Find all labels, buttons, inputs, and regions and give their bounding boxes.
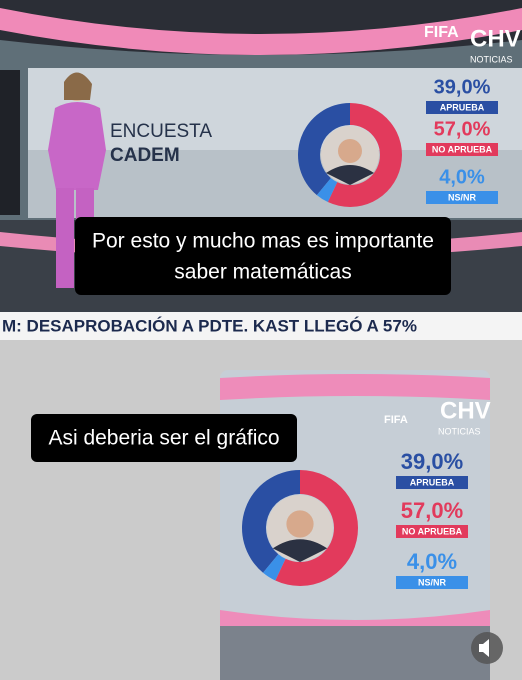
ticker-bar xyxy=(0,312,522,340)
value-label: 57,0% xyxy=(401,498,463,523)
donut-segment xyxy=(275,470,358,586)
portrait-suit xyxy=(326,165,374,185)
donut-segment xyxy=(241,470,300,573)
legend-box xyxy=(396,576,468,589)
legend-box xyxy=(426,143,498,156)
light-band xyxy=(220,374,490,400)
value-label: 57,0% xyxy=(434,118,491,140)
legend-label: APRUEBA xyxy=(410,477,455,487)
value-label: 4,0% xyxy=(407,549,457,574)
ticker: M: DESAPROBACIÓN A PDTE. KAST LLEGÓ A 57… xyxy=(2,316,417,335)
badge: FIFA xyxy=(424,24,459,41)
caption-box xyxy=(75,217,451,295)
caption: Por esto y mucho mas es importante xyxy=(92,230,434,253)
legend-label: NO APRUEBA xyxy=(432,144,493,154)
donut-segment xyxy=(298,103,350,196)
legend-label: NS/NR xyxy=(418,577,447,587)
channel-logo: CHV xyxy=(440,397,491,424)
floor xyxy=(220,626,490,680)
portrait-face xyxy=(286,510,314,538)
channel-sub: NOTICIAS xyxy=(470,54,513,64)
pollster-label: CADEM xyxy=(110,145,180,166)
legend-box xyxy=(426,191,498,204)
sound-icon xyxy=(479,639,489,657)
badge: FIFA xyxy=(384,414,408,426)
value-label: 4,0% xyxy=(439,166,485,188)
legend-label: APRUEBA xyxy=(440,102,485,112)
donut-segment xyxy=(263,554,286,581)
donut-segment xyxy=(327,103,402,207)
channel-sub: NOTICIAS xyxy=(438,426,481,436)
value-label: 39,0% xyxy=(401,449,463,474)
survey-label: ENCUESTA xyxy=(110,121,212,142)
caption: saber matemáticas xyxy=(174,261,351,284)
pillar xyxy=(0,70,20,215)
portrait-face xyxy=(338,139,362,163)
caption-box xyxy=(31,414,297,462)
legend-label: NO APRUEBA xyxy=(402,526,463,536)
light-band xyxy=(0,8,522,55)
legend-box xyxy=(396,525,468,538)
legend-box xyxy=(396,476,468,489)
legend-box xyxy=(426,101,498,114)
portrait-suit xyxy=(272,539,328,562)
channel-logo: CHV xyxy=(470,25,521,52)
donut-segment xyxy=(316,178,338,203)
legend-label: NS/NR xyxy=(448,192,477,202)
value-label: 39,0% xyxy=(434,76,491,98)
caption: Asi deberia ser el gráfico xyxy=(48,427,279,450)
building xyxy=(28,150,522,218)
